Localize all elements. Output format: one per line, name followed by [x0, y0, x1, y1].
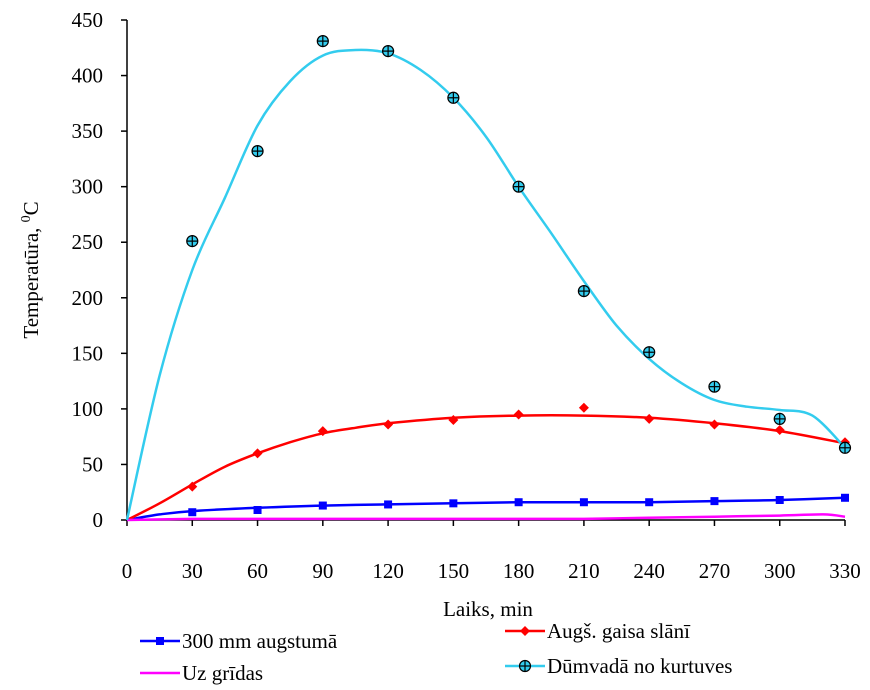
legend: 300 mm augstumā Augš. gaisa slānī Uz grīda…	[140, 619, 732, 685]
x-tick-label: 330	[829, 559, 861, 583]
data-point-square	[384, 500, 393, 509]
data-point-circle-plus	[316, 35, 329, 48]
legend-item: Uz grīdas	[140, 661, 263, 685]
legend-item: 300 mm augstumā	[140, 629, 338, 653]
data-point-circle-plus	[577, 285, 591, 298]
legend-label: 300 mm augstumā	[182, 629, 338, 653]
y-tick-label: 250	[72, 230, 104, 254]
data-point-diamond	[520, 626, 530, 636]
x-tick-label: 210	[568, 559, 600, 583]
data-point-diamond	[448, 415, 459, 425]
data-point-diamond	[513, 409, 524, 420]
x-tick-label: 300	[764, 559, 796, 583]
y-tick-label: 50	[82, 452, 103, 476]
data-point-square	[253, 506, 262, 514]
series-line	[126, 414, 846, 522]
y-tick-label: 350	[72, 119, 104, 143]
x-tick-label: 270	[699, 559, 731, 583]
legend-item: Dūmvadā no kurtuves	[505, 654, 732, 678]
y-tick-label: 100	[72, 397, 104, 421]
axes	[126, 20, 845, 521]
series-4	[125, 35, 852, 521]
x-tick-label: 60	[247, 559, 268, 583]
legend-label: Uz grīdas	[182, 661, 263, 685]
data-point-diamond	[709, 419, 720, 430]
y-tick-label: 300	[72, 175, 104, 199]
x-tick-label: 90	[312, 559, 333, 583]
data-point-circle-plus	[773, 412, 786, 425]
data-point-diamond	[187, 481, 198, 492]
legend-label: Augš. gaisa slānī	[547, 619, 691, 643]
legend-item: Augš. gaisa slānī	[505, 619, 691, 643]
data-point-square	[841, 493, 849, 502]
x-axis-title: Laiks, min	[443, 597, 533, 621]
data-point-circle-plus	[186, 235, 199, 248]
y-axis-title-unit: C	[19, 201, 43, 215]
data-point-diamond	[578, 402, 589, 413]
data-point-square	[710, 497, 719, 506]
y-tick-label: 0	[93, 508, 104, 532]
data-point-square	[645, 498, 654, 507]
data-point-circle-plus	[838, 441, 852, 454]
data-point-square	[156, 637, 164, 645]
data-point-square	[188, 508, 197, 517]
y-axis-title-text: Temperatūra,	[19, 222, 43, 338]
series-1	[126, 493, 849, 522]
y-axis-title-superscript: 0	[19, 215, 34, 222]
data-point-circle-plus	[251, 145, 264, 158]
data-point-diamond	[252, 448, 263, 459]
y-axis-title: Temperatūra, 0C	[19, 201, 43, 338]
data-point-circle-plus	[643, 346, 656, 359]
data-point-diamond	[317, 426, 328, 437]
data-point-circle-plus	[708, 380, 721, 393]
series-line	[126, 513, 846, 522]
data-point-circle-plus	[381, 45, 395, 58]
data-point-diamond	[774, 425, 785, 435]
series-line	[125, 48, 846, 521]
y-tick-label: 200	[72, 286, 104, 310]
data-point-square	[775, 496, 784, 504]
y-tick-label: 450	[72, 8, 104, 32]
data-point-diamond	[644, 413, 655, 424]
y-tick-label: 400	[72, 64, 104, 88]
ticks: 0 50 100 150 200 250 300 350 400 450 0 30 60 90 120 150…	[72, 8, 861, 583]
x-tick-label: 240	[633, 559, 665, 583]
data-point-square	[318, 501, 327, 510]
x-tick-label: 180	[503, 559, 535, 583]
legend-label: Dūmvadā no kurtuves	[547, 654, 732, 678]
series-2	[126, 402, 850, 522]
series-layer	[125, 35, 852, 522]
data-point-square	[514, 498, 523, 507]
x-tick-label: 0	[122, 559, 133, 583]
series-3	[126, 513, 846, 522]
x-tick-label: 30	[182, 559, 203, 583]
data-point-circle-plus	[447, 91, 460, 104]
data-point-diamond	[383, 419, 394, 430]
data-point-square	[449, 499, 458, 508]
x-tick-label: 120	[372, 559, 404, 583]
svg-text:Temperatūra, 0C: Temperatūra, 0C	[19, 201, 43, 338]
data-point-circle-plus	[518, 659, 532, 673]
x-tick-label: 150	[438, 559, 470, 583]
data-point-circle-plus	[512, 180, 525, 193]
y-tick-label: 150	[72, 341, 104, 365]
data-point-square	[579, 498, 588, 507]
